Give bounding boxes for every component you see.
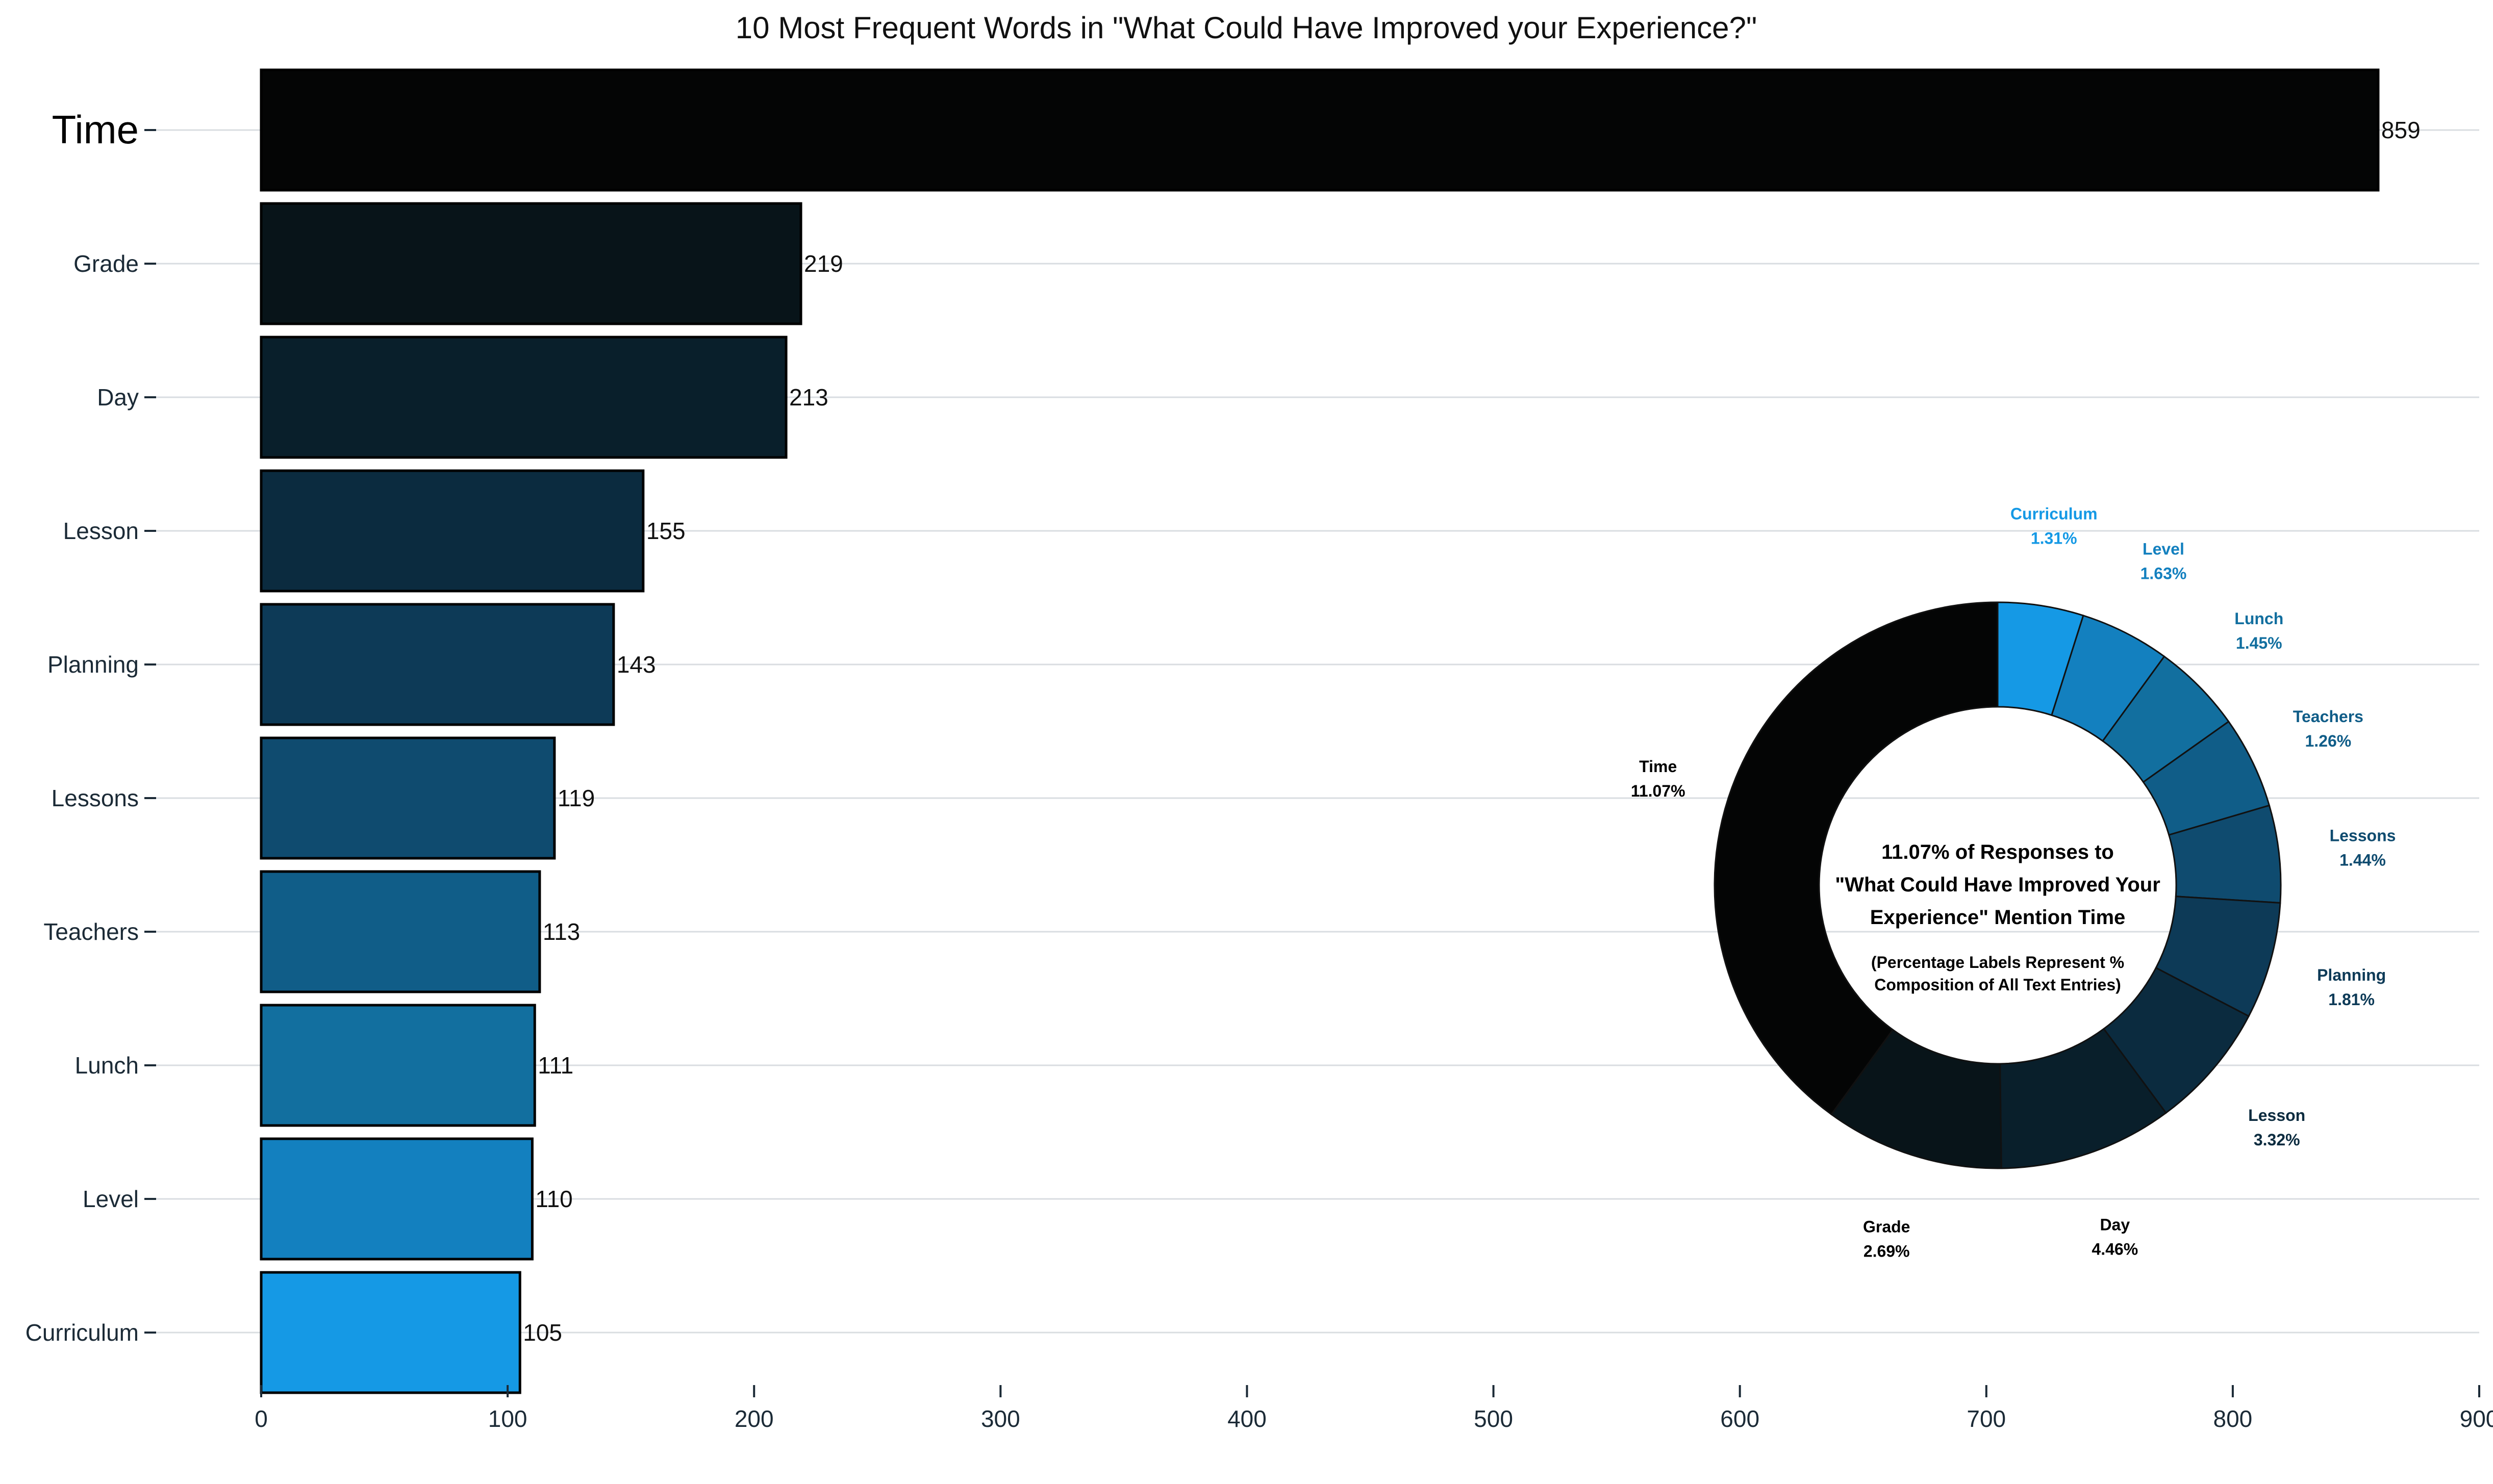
donut-percent-label: 1.63% bbox=[2141, 564, 2187, 582]
bar-lessons bbox=[260, 736, 556, 860]
donut-center-note: Composition of All Text Entries) bbox=[1874, 976, 2121, 994]
donut-center-note: (Percentage Labels Represent % bbox=[1871, 953, 2124, 971]
donut-percent-label: 1.45% bbox=[2236, 634, 2282, 652]
x-tick-label: 700 bbox=[1967, 1405, 2006, 1432]
x-tick-label: 900 bbox=[2460, 1405, 2493, 1432]
bar-chart: Time 859 Grade 219 Day 213 Lesson 155 Planning 14… bbox=[26, 68, 2421, 1394]
donut-percent-label: 11.07% bbox=[1631, 782, 1685, 800]
value-label: 859 bbox=[2381, 117, 2421, 143]
x-tick-label: 300 bbox=[981, 1405, 1020, 1432]
donut-center-line: Experience" Mention Time bbox=[1870, 906, 2126, 929]
bar-lesson bbox=[260, 469, 645, 593]
x-axis: 0 100 200 300 400 500 600 700 800 900 bbox=[255, 1385, 2493, 1432]
category-label: Lunch bbox=[75, 1052, 139, 1079]
donut-chart: Curriculum 1.31% Level 1.63% Lunch 1.45% Teach… bbox=[1631, 504, 2396, 1260]
category-label: Grade bbox=[73, 250, 139, 277]
value-label: 119 bbox=[558, 785, 595, 811]
bar-grade bbox=[260, 202, 802, 325]
donut-center-text: 11.07% of Responses to "What Could Have I… bbox=[1835, 841, 2160, 994]
donut-percent-label: 3.32% bbox=[2254, 1131, 2300, 1149]
x-tick-label: 0 bbox=[255, 1405, 268, 1432]
x-tick-label: 200 bbox=[735, 1405, 774, 1432]
bar-time bbox=[260, 68, 2380, 192]
donut-percent-label: 1.44% bbox=[2339, 851, 2386, 869]
value-label: 213 bbox=[789, 384, 828, 411]
x-tick-label: 500 bbox=[1474, 1405, 1513, 1432]
donut-percent-label: 4.46% bbox=[2092, 1240, 2138, 1258]
donut-label: Grade bbox=[1863, 1217, 1910, 1236]
donut-percent-label: 1.81% bbox=[2328, 990, 2375, 1009]
value-label: 105 bbox=[523, 1319, 562, 1346]
donut-label: Level bbox=[2143, 540, 2184, 558]
donut-label: Curriculum bbox=[2010, 504, 2098, 523]
donut-label: Lessons bbox=[2330, 827, 2396, 845]
x-tick-label: 100 bbox=[488, 1405, 527, 1432]
bar-level bbox=[260, 1137, 534, 1261]
category-label: Planning bbox=[47, 651, 139, 678]
category-label: Day bbox=[97, 384, 139, 411]
donut-label: Day bbox=[2100, 1215, 2130, 1234]
x-tick-label: 600 bbox=[1720, 1405, 1759, 1432]
donut-center-line: "What Could Have Improved Your bbox=[1835, 874, 2160, 896]
value-label: 113 bbox=[543, 918, 580, 945]
donut-slice-time bbox=[1714, 601, 1999, 1116]
value-label: 155 bbox=[646, 518, 686, 544]
category-label: Teachers bbox=[43, 918, 139, 945]
value-label: 143 bbox=[617, 651, 656, 678]
category-label: Lesson bbox=[63, 518, 139, 544]
donut-percent-label: 2.69% bbox=[1864, 1242, 1910, 1260]
chart-title: 10 Most Frequent Words in "What Could Ha… bbox=[736, 11, 1757, 45]
bar-teachers bbox=[260, 870, 541, 993]
donut-center-line: 11.07% of Responses to bbox=[1881, 841, 2114, 863]
donut-label: Time bbox=[1639, 757, 1677, 776]
donut-label: Planning bbox=[2317, 966, 2386, 984]
bar-planning bbox=[260, 603, 615, 726]
category-label: Curriculum bbox=[26, 1319, 139, 1346]
donut-label: Lunch bbox=[2234, 609, 2283, 628]
bar-day bbox=[260, 336, 788, 459]
x-tick-label: 800 bbox=[2213, 1405, 2253, 1432]
donut-percent-label: 1.31% bbox=[2031, 529, 2077, 547]
category-label: Level bbox=[83, 1186, 139, 1212]
category-label: Lessons bbox=[52, 785, 139, 811]
category-label: Time bbox=[52, 107, 139, 152]
value-label: 110 bbox=[535, 1186, 572, 1212]
donut-label: Lesson bbox=[2248, 1106, 2305, 1124]
donut-label: Teachers bbox=[2293, 707, 2363, 726]
bar-lunch bbox=[260, 1004, 536, 1127]
value-label: 111 bbox=[538, 1052, 573, 1079]
value-label: 219 bbox=[804, 250, 843, 277]
x-tick-label: 400 bbox=[1227, 1405, 1267, 1432]
donut-percent-label: 1.26% bbox=[2305, 732, 2352, 750]
bar-curriculum bbox=[260, 1271, 521, 1394]
